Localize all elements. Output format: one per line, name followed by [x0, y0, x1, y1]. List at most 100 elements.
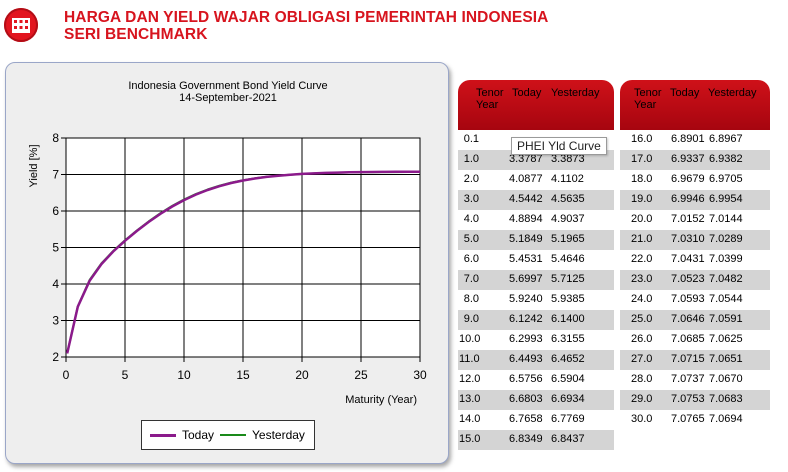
y-tick-label: 6	[52, 204, 59, 218]
table-row: 26.0 7.0685 7.0625	[620, 330, 770, 350]
cell-today: 4.8894	[509, 213, 543, 225]
col-yesterday-header: Yesterday	[708, 87, 757, 99]
col-tenor-header: Tenor Year	[476, 87, 504, 111]
cell-today: 5.9240	[509, 293, 543, 305]
cell-yesterday: 6.9954	[709, 193, 743, 205]
col-yesterday-header: Yesterday	[551, 87, 600, 99]
cell-tenor: 18.0	[631, 173, 653, 185]
legend-label-today: Today	[182, 428, 215, 442]
cell-today: 6.1242	[509, 313, 543, 325]
table-row: 14.0 6.7658 6.7769	[458, 410, 614, 430]
cell-yesterday: 3.3873	[551, 153, 585, 165]
cell-yesterday: 7.0625	[709, 333, 743, 345]
table-row: 21.0 7.0310 7.0289	[620, 230, 770, 250]
cell-tenor: 11.0	[459, 353, 480, 365]
cell-tenor: 8.0	[463, 293, 479, 305]
cell-today: 7.0646	[671, 313, 705, 325]
table-row: 10.0 6.2993 6.3155	[458, 330, 614, 350]
page-title: HARGA DAN YIELD WAJAR OBLIGASI PEMERINTA…	[64, 9, 548, 43]
cell-today: 4.5442	[509, 193, 543, 205]
table-row: 12.0 6.5756 6.5904	[458, 370, 614, 390]
cell-today: 6.4493	[509, 353, 543, 365]
cell-yesterday: 6.5904	[551, 373, 585, 385]
col-tenor-header: Tenor Year	[634, 87, 662, 111]
x-tick-label: 15	[236, 368, 250, 382]
yield-table-left: Tenor Year Today Yesterday 0.1 1.0 3.3787 3…	[458, 80, 614, 450]
cell-tenor: 2.0	[463, 173, 479, 185]
y-tick-label: 8	[52, 131, 59, 145]
table-row: 29.0 7.0753 7.0683	[620, 390, 770, 410]
cell-yesterday: 7.0544	[709, 293, 743, 305]
table-row: 15.0 6.8349 6.8437	[458, 430, 614, 450]
cell-today: 7.0152	[671, 213, 705, 225]
cell-yesterday: 6.6934	[551, 393, 585, 405]
col-tenor-label: Tenor	[476, 87, 504, 99]
cell-yesterday: 7.0694	[709, 413, 743, 425]
cell-tenor: 26.0	[631, 333, 653, 345]
y-tick-label: 5	[52, 241, 59, 255]
table-row: 5.0 5.1849 5.1965	[458, 230, 614, 250]
cell-today: 7.0765	[671, 413, 705, 425]
cell-tenor: 23.0	[631, 273, 653, 285]
cell-today: 3.3787	[509, 153, 543, 165]
chart-title: Indonesia Government Bond Yield Curve	[128, 80, 327, 92]
cell-today: 6.8349	[509, 433, 543, 445]
cell-tenor: 24.0	[631, 293, 653, 305]
cell-tenor: 21.0	[631, 233, 653, 245]
cell-today: 6.8901	[671, 133, 705, 145]
cell-today: 5.1849	[509, 233, 543, 245]
cell-yesterday: 4.1102	[551, 173, 584, 185]
x-tick-label: 5	[122, 368, 129, 382]
cell-tenor: 16.0	[631, 133, 653, 145]
table-row: 7.0 5.6997 5.7125	[458, 270, 614, 290]
cell-today: 7.0715	[671, 353, 705, 365]
cell-yesterday: 7.0144	[709, 213, 743, 225]
x-tick-label: 20	[295, 368, 309, 382]
legend-swatch-yesterday	[220, 434, 246, 436]
cell-yesterday: 6.7769	[551, 413, 585, 425]
cell-tenor: 22.0	[631, 253, 653, 265]
table-row: 2.0 4.0877 4.1102	[458, 170, 614, 190]
cell-yesterday: 6.9705	[709, 173, 743, 185]
cell-tenor: 6.0	[463, 253, 479, 265]
cell-yesterday: 6.4652	[551, 353, 585, 365]
table-row: 18.0 6.9679 6.9705	[620, 170, 770, 190]
table-row: 6.0 5.4531 5.4646	[458, 250, 614, 270]
legend-item-yesterday: Yesterday	[220, 428, 305, 442]
yield-table-right: Tenor Year Today Yesterday 16.0 6.8901 6.8…	[620, 80, 770, 430]
cell-tenor: 0.1	[463, 133, 479, 145]
cell-tenor: 28.0	[631, 373, 653, 385]
cell-yesterday: 6.8437	[551, 433, 585, 445]
cell-today: 7.0523	[671, 273, 705, 285]
cell-today: 5.4531	[509, 253, 543, 265]
table-row: 23.0 7.0523 7.0482	[620, 270, 770, 290]
cell-tenor: 20.0	[631, 213, 653, 225]
cell-yesterday: 5.4646	[551, 253, 585, 265]
page-title-line2: SERI BENCHMARK	[64, 26, 208, 43]
cell-today: 7.0753	[671, 393, 705, 405]
table-row: 30.0 7.0765 7.0694	[620, 410, 770, 430]
y-tick-label: 3	[52, 314, 59, 328]
yield-curve-chart: Indonesia Government Bond Yield Curve 14…	[28, 80, 427, 406]
table-row: 22.0 7.0431 7.0399	[620, 250, 770, 270]
y-tick-label: 4	[52, 277, 59, 291]
page-title-line1: HARGA DAN YIELD WAJAR OBLIGASI PEMERINTA…	[64, 9, 549, 26]
chart-tooltip: PHEI Yld Curve	[511, 137, 607, 155]
table-row: 20.0 7.0152 7.0144	[620, 210, 770, 230]
cell-yesterday: 7.0683	[709, 393, 743, 405]
cell-yesterday: 6.8967	[709, 133, 743, 145]
cell-tenor: 30.0	[631, 413, 653, 425]
table-row: 16.0 6.8901 6.8967	[620, 130, 770, 150]
cell-tenor: 12.0	[459, 373, 481, 385]
x-tick-label: 25	[354, 368, 368, 382]
legend-item-today: Today	[150, 428, 214, 442]
legend-label-yesterday: Yesterday	[252, 428, 305, 442]
cell-yesterday: 7.0651	[709, 353, 743, 365]
cell-yesterday: 5.7125	[551, 273, 585, 285]
table-row: 8.0 5.9240 5.9385	[458, 290, 614, 310]
col-year-label: Year	[476, 99, 499, 111]
cell-tenor: 5.0	[463, 233, 479, 245]
table-row: 24.0 7.0593 7.0544	[620, 290, 770, 310]
cell-yesterday: 6.9382	[709, 153, 743, 165]
col-tenor-label: Tenor	[634, 87, 662, 99]
